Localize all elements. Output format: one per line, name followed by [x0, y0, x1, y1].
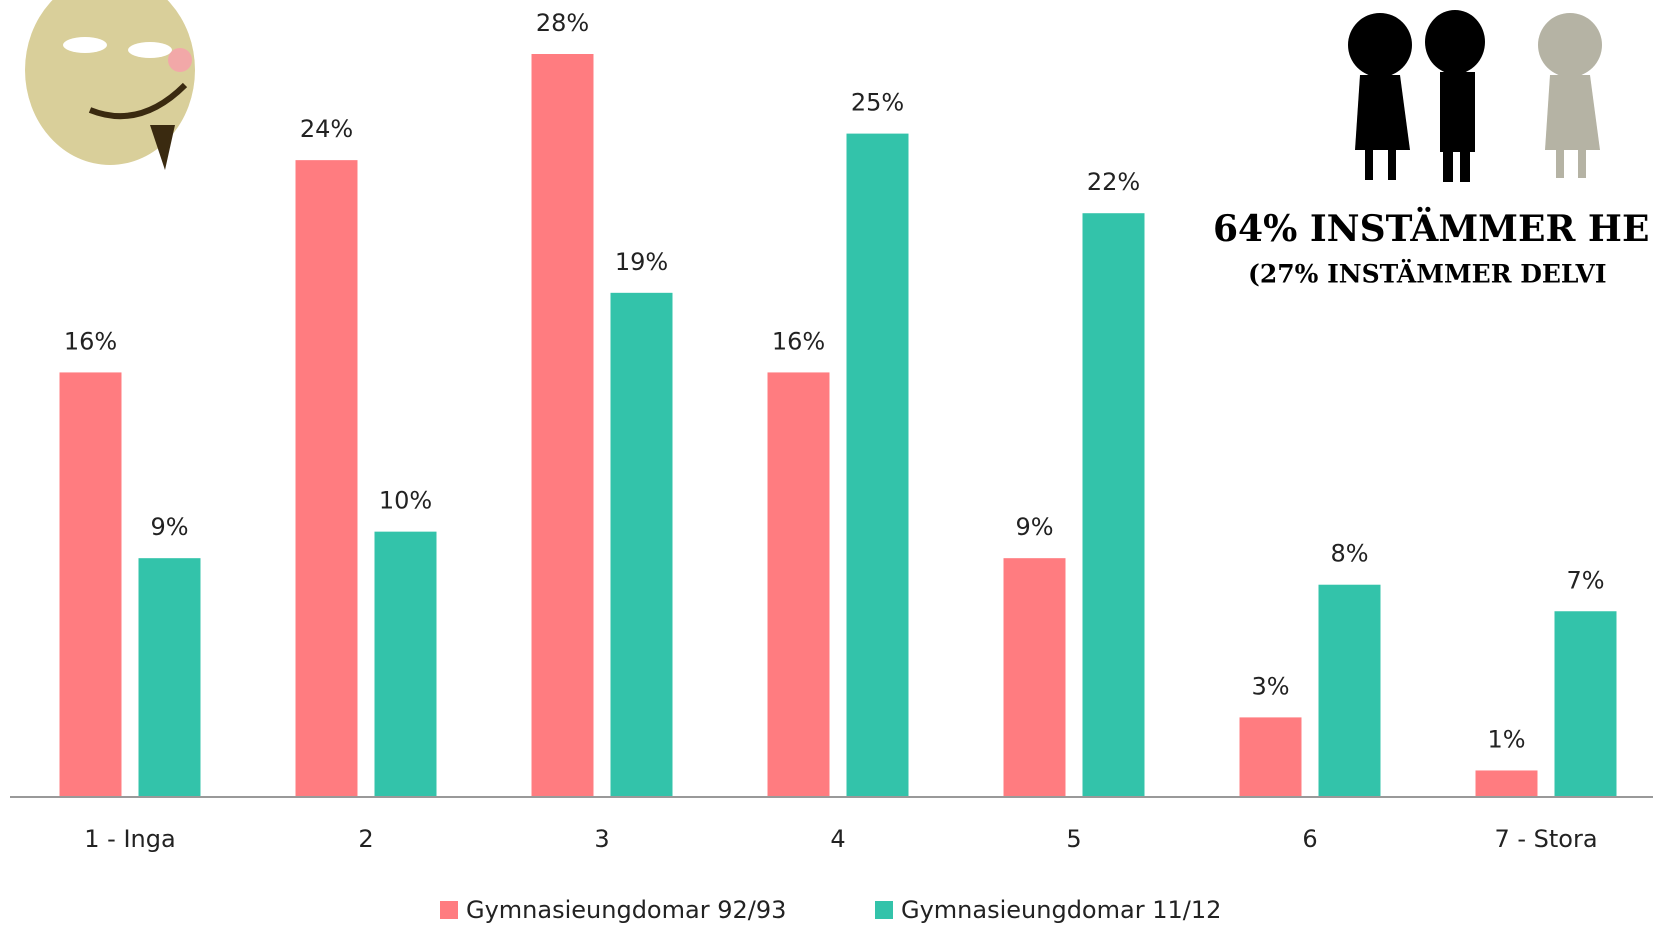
bar	[1083, 213, 1145, 797]
value-label: 8%	[1330, 540, 1368, 568]
bar	[375, 532, 437, 797]
bar	[1004, 558, 1066, 797]
bar	[1476, 770, 1538, 797]
children-silhouettes	[1348, 10, 1602, 182]
value-label: 16%	[772, 327, 825, 355]
legend-swatch	[440, 901, 458, 919]
x-tick-label: 3	[594, 825, 609, 853]
value-label: 25%	[851, 89, 904, 117]
value-label: 28%	[536, 9, 589, 37]
value-label: 7%	[1566, 566, 1604, 594]
bar	[611, 293, 673, 797]
legend-label: Gymnasieungdomar 11/12	[901, 896, 1221, 924]
value-label: 22%	[1087, 168, 1140, 196]
value-label: 19%	[615, 248, 668, 276]
bar	[1240, 717, 1302, 797]
x-tick-label: 1 - Inga	[84, 825, 175, 853]
bar	[139, 558, 201, 797]
value-label: 10%	[379, 487, 432, 515]
annotation: 64% INSTÄMMER HE	[1213, 207, 1649, 250]
x-tick-label: 7 - Stora	[1494, 825, 1597, 853]
x-tick-label: 5	[1066, 825, 1081, 853]
bar	[60, 372, 122, 797]
value-label: 1%	[1487, 725, 1525, 753]
value-label: 9%	[150, 513, 188, 541]
value-label: 3%	[1251, 672, 1289, 700]
legend-label: Gymnasieungdomar 92/93	[466, 896, 786, 924]
bar	[847, 134, 909, 797]
value-label: 9%	[1015, 513, 1053, 541]
x-tick-label: 2	[358, 825, 373, 853]
x-tick-label: 6	[1302, 825, 1317, 853]
bar	[1319, 585, 1381, 797]
bar	[1555, 611, 1617, 797]
mask-illustration	[25, 0, 195, 170]
x-tick-label: 4	[830, 825, 845, 853]
value-label: 24%	[300, 115, 353, 143]
annotation: (27% INSTÄMMER DELVI	[1248, 260, 1607, 289]
bar	[532, 54, 594, 797]
bar	[768, 372, 830, 797]
bar	[296, 160, 358, 797]
chart: 64% INSTÄMMER HE (27% INSTÄMMER DELVI 1 …	[0, 0, 1653, 928]
value-label: 16%	[64, 327, 117, 355]
legend-swatch	[875, 901, 893, 919]
